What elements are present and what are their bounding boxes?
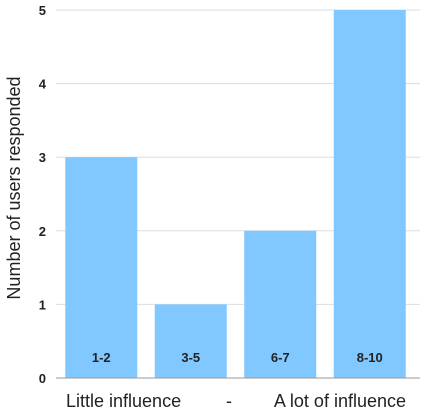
bar — [244, 230, 317, 378]
bar — [333, 10, 406, 378]
y-tick-label: 1 — [39, 297, 46, 312]
y-tick-label: 0 — [39, 371, 46, 386]
x-axis-label-right: A lot of influence — [274, 391, 406, 411]
y-axis-title: Number of users responded — [4, 76, 24, 299]
x-axis-label-separator: - — [226, 391, 232, 411]
bar-category-label: 6-7 — [271, 350, 290, 365]
bars — [65, 10, 406, 378]
bar-category-label: 3-5 — [181, 350, 200, 365]
y-tick-label: 3 — [39, 150, 46, 165]
y-tick-label: 4 — [39, 77, 47, 92]
bar — [154, 304, 227, 378]
x-axis-label-left: Little influence — [66, 391, 181, 411]
y-tick-label: 2 — [39, 224, 46, 239]
y-tick-label: 5 — [39, 3, 46, 18]
y-axis-ticks: 0 1 2 3 4 5 — [39, 3, 47, 386]
bar-labels: 1-2 3-5 6-7 8-10 — [92, 350, 383, 365]
bar-category-label: 8-10 — [357, 350, 383, 365]
bar — [65, 157, 138, 378]
bar-category-label: 1-2 — [92, 350, 111, 365]
